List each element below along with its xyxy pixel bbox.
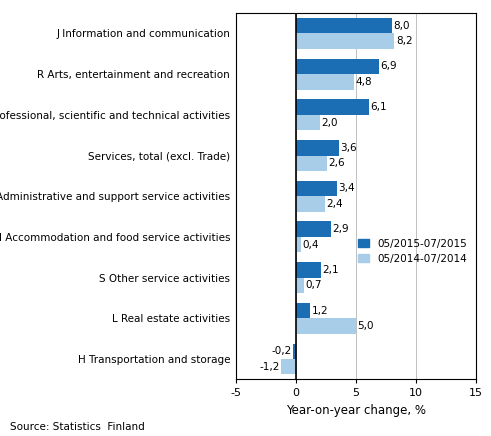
Text: 0,4: 0,4 <box>302 240 319 250</box>
Bar <box>296 115 320 130</box>
Bar <box>296 99 369 115</box>
Bar <box>296 59 379 74</box>
Text: 2,9: 2,9 <box>332 224 349 234</box>
Text: 8,0: 8,0 <box>393 20 410 31</box>
Bar <box>294 344 296 359</box>
Text: -0,2: -0,2 <box>272 346 292 356</box>
Text: 2,0: 2,0 <box>321 118 338 128</box>
Bar <box>296 303 310 318</box>
Text: 4,8: 4,8 <box>355 77 372 87</box>
Text: 6,1: 6,1 <box>371 102 387 112</box>
X-axis label: Year-on-year change, %: Year-on-year change, % <box>286 404 426 417</box>
Text: 0,7: 0,7 <box>306 280 322 290</box>
Text: 2,4: 2,4 <box>326 199 343 209</box>
Text: 5,0: 5,0 <box>357 321 374 331</box>
Text: -1,2: -1,2 <box>260 362 280 372</box>
Text: 2,1: 2,1 <box>323 265 339 275</box>
Bar <box>296 34 394 49</box>
Text: 3,4: 3,4 <box>338 184 355 194</box>
Text: Source: Statistics  Finland: Source: Statistics Finland <box>10 422 144 432</box>
Text: 8,2: 8,2 <box>396 36 412 46</box>
Bar <box>296 18 392 34</box>
Bar <box>296 237 300 252</box>
Text: 1,2: 1,2 <box>312 306 328 316</box>
Legend: 05/2015-07/2015, 05/2014-07/2014: 05/2015-07/2015, 05/2014-07/2014 <box>354 235 471 268</box>
Bar <box>296 262 321 278</box>
Bar <box>296 221 331 237</box>
Text: 2,6: 2,6 <box>328 158 345 168</box>
Bar <box>296 318 356 334</box>
Bar <box>296 156 327 171</box>
Bar <box>281 359 296 375</box>
Text: 6,9: 6,9 <box>380 61 397 72</box>
Bar <box>296 181 337 196</box>
Bar <box>296 196 325 211</box>
Bar <box>296 140 339 156</box>
Bar <box>296 278 304 293</box>
Bar <box>296 74 354 89</box>
Text: 3,6: 3,6 <box>341 143 357 153</box>
